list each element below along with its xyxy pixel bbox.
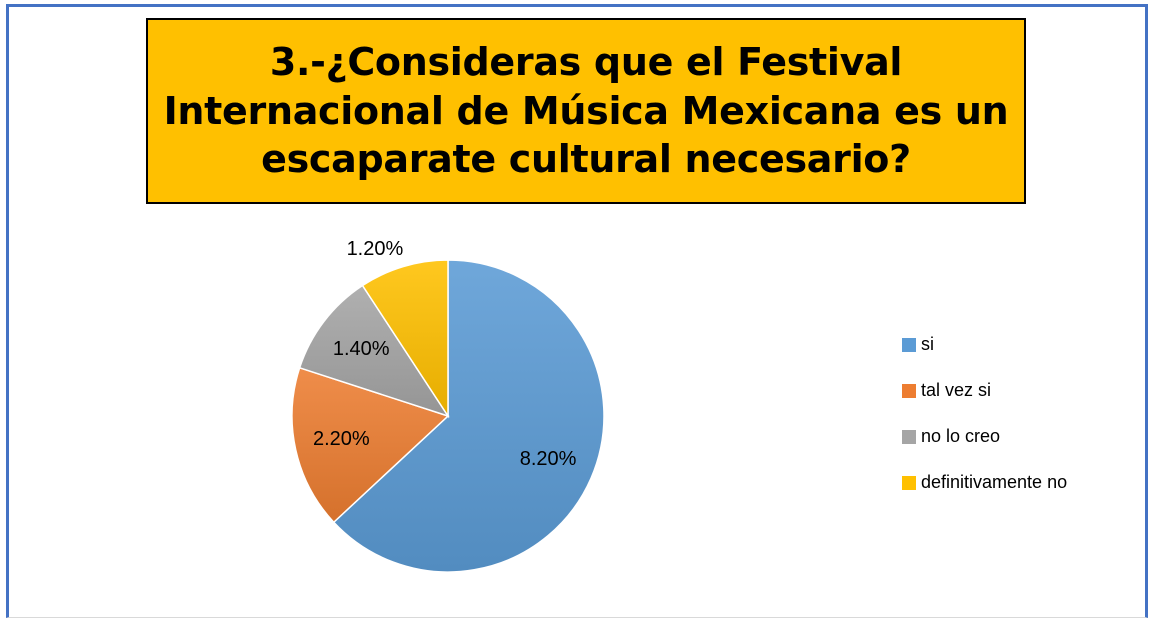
chart-title: 3.-¿Consideras que el Festival Internaci… xyxy=(163,40,1009,182)
data-label-no-lo-creo: 1.40% xyxy=(333,338,390,360)
legend-swatch-definitivamente-no xyxy=(902,476,916,490)
pie-slice-tal-vez-si xyxy=(291,366,450,524)
legend-swatch-tal-vez-si xyxy=(902,384,916,398)
data-label-tal-vez-si: 2.20% xyxy=(313,428,370,450)
legend-label-no-lo-creo: no lo creo xyxy=(921,426,1000,446)
data-label-definitivamente-no: 1.20% xyxy=(347,238,404,260)
legend-swatch-si xyxy=(902,338,916,352)
pie-slices xyxy=(291,259,605,573)
legend-swatch-no-lo-creo xyxy=(902,430,916,444)
pie-slice-definitivamente-no xyxy=(361,259,449,419)
pie-slice-si xyxy=(332,259,605,573)
pie-data-labels: 8.20% 2.20% 1.40% 1.20% xyxy=(313,238,577,470)
pie-slice-no-lo-creo xyxy=(298,284,450,418)
legend-label-definitivamente-no: definitivamente no xyxy=(921,472,1067,492)
legend-label-tal-vez-si: tal vez si xyxy=(921,380,991,400)
chart-title-box: 3.-¿Consideras que el Festival Internaci… xyxy=(146,18,1026,204)
chart-legend: si tal vez si no lo creo definitivamente no xyxy=(902,334,1067,492)
legend-label-si: si xyxy=(921,334,934,354)
data-label-si: 8.20% xyxy=(520,448,577,470)
